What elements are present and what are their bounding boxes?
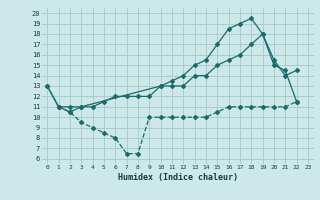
X-axis label: Humidex (Indice chaleur): Humidex (Indice chaleur) xyxy=(118,173,237,182)
